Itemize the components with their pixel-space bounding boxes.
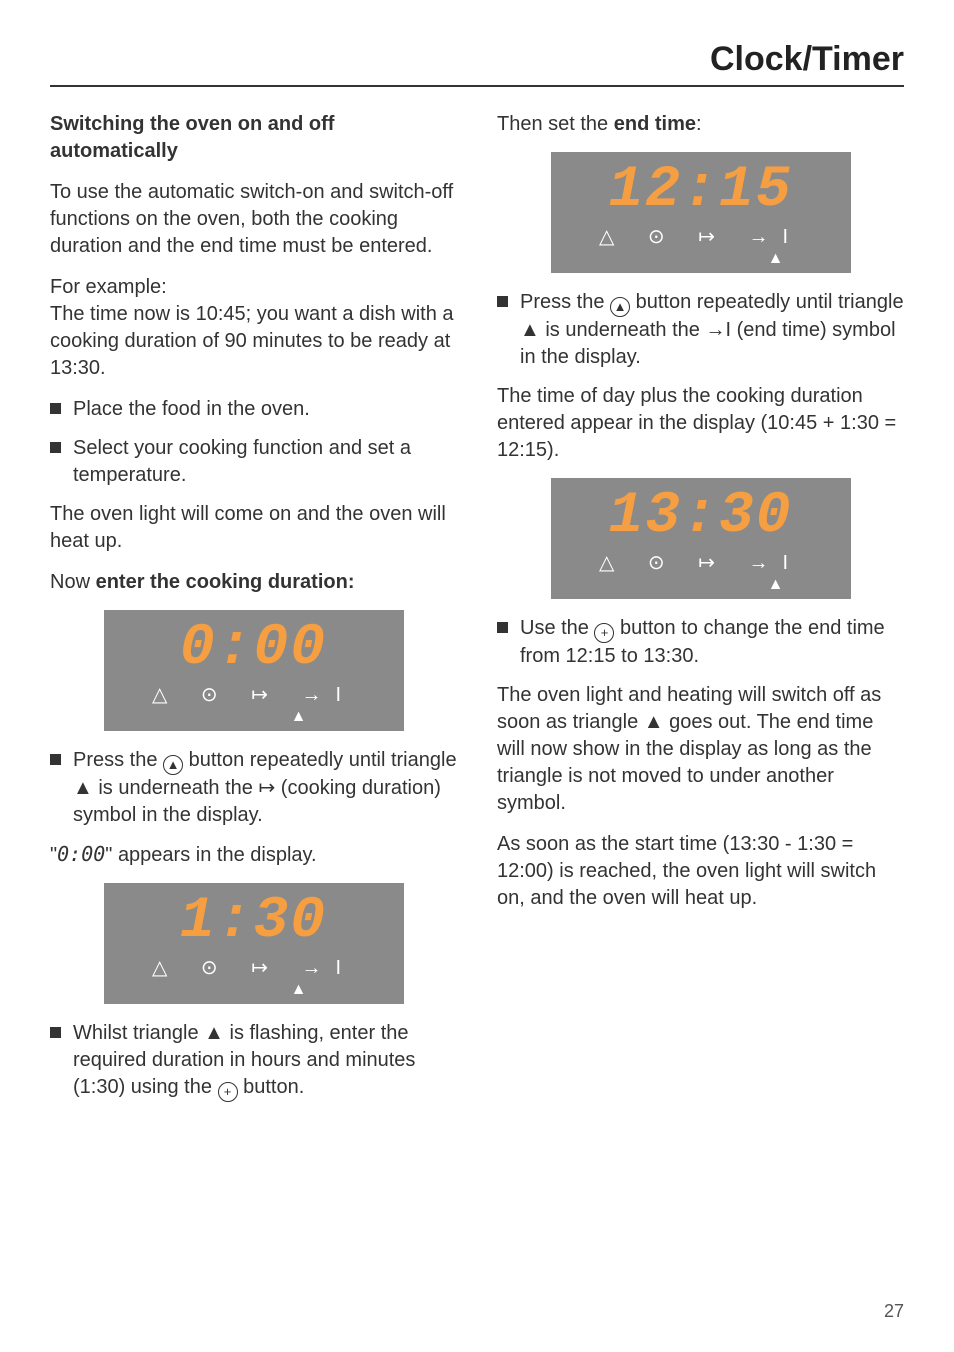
plus-circle-icon: +: [218, 1082, 238, 1102]
square-bullet-icon: [497, 622, 508, 633]
square-bullet-icon: [50, 1027, 61, 1038]
two-column-layout: Switching the oven on and off automatica…: [50, 111, 904, 1114]
appears-paragraph: "0:00" appears in the display.: [50, 841, 457, 869]
start-time-paragraph: As soon as the start time (13:30 - 1:30 …: [497, 831, 904, 912]
then-set-endtime-paragraph: Then set the end time:: [497, 111, 904, 138]
inline-lcd-text: 0:00: [57, 842, 105, 866]
lcd-time: 12:15: [551, 162, 851, 220]
bold-run: end time: [614, 113, 696, 135]
page-title: Clock/Timer: [50, 40, 904, 79]
lcd-icon-row: △ ⊙ ↦ →I: [104, 955, 404, 980]
lcd-time: 13:30: [551, 488, 851, 546]
square-bullet-icon: [50, 403, 61, 414]
bullet-text: Place the food in the oven.: [73, 396, 457, 423]
left-example-paragraph: For example: The time now is 10:45; you …: [50, 274, 457, 382]
lcd-triangle-indicator: ▲: [104, 982, 404, 998]
text-run: Press the: [520, 291, 610, 313]
text-run: Then set the: [497, 113, 614, 135]
bullet-text: Press the ▲ button repeatedly until tria…: [520, 289, 904, 371]
bullet-text: Whilst triangle ▲ is flashing, enter the…: [73, 1020, 457, 1102]
left-subhead: Switching the oven on and off automatica…: [50, 111, 457, 165]
lcd-panel-duration-zero: 0:00 △ ⊙ ↦ →I ▲: [104, 610, 404, 731]
square-bullet-icon: [497, 296, 508, 307]
bullet-text: Use the + button to change the end time …: [520, 615, 904, 670]
bullet-press-up: Press the ▲ button repeatedly until tria…: [50, 747, 457, 829]
text-run: button.: [238, 1076, 305, 1098]
text-run: :: [696, 113, 702, 135]
lcd-panel-duration-set: 1:30 △ ⊙ ↦ →I ▲: [104, 883, 404, 1004]
bullet-use-plus: Use the + button to change the end time …: [497, 615, 904, 670]
plus-circle-icon: +: [594, 623, 614, 643]
page-number: 27: [884, 1301, 904, 1322]
bullet-enter-duration: Whilst triangle ▲ is flashing, enter the…: [50, 1020, 457, 1102]
bullet-press-up-endtime: Press the ▲ button repeatedly until tria…: [497, 289, 904, 371]
bullet-select-function: Select your cooking function and set a t…: [50, 435, 457, 489]
oven-off-paragraph: The oven light and heating will switch o…: [497, 682, 904, 817]
right-column: Then set the end time: 12:15 △ ⊙ ↦ →I ▲ …: [497, 111, 904, 1114]
lcd-triangle-indicator: ▲: [104, 709, 404, 725]
left-column: Switching the oven on and off automatica…: [50, 111, 457, 1114]
enter-duration-paragraph: Now enter the cooking duration:: [50, 569, 457, 596]
page-header: Clock/Timer: [50, 40, 904, 87]
example-body: The time now is 10:45; you want a dish w…: [50, 303, 454, 379]
page-root: Clock/Timer Switching the oven on and of…: [0, 0, 954, 1352]
text-run: Use the: [520, 617, 594, 639]
lcd-time: 0:00: [104, 620, 404, 678]
text-run: " appears in the display.: [105, 844, 316, 866]
lcd-triangle-indicator: ▲: [551, 577, 851, 593]
lcd-triangle-indicator: ▲: [551, 251, 851, 267]
lcd-panel-endtime-1330: 13:30 △ ⊙ ↦ →I ▲: [551, 478, 851, 599]
text-run: Press the: [73, 749, 163, 771]
lcd-panel-endtime-1215: 12:15 △ ⊙ ↦ →I ▲: [551, 152, 851, 273]
lcd-icon-row: △ ⊙ ↦ →I: [104, 682, 404, 707]
time-plus-duration-paragraph: The time of day plus the cooking duratio…: [497, 383, 904, 464]
lcd-time: 1:30: [104, 893, 404, 951]
square-bullet-icon: [50, 754, 61, 765]
lcd-icon-row: △ ⊙ ↦ →I: [551, 224, 851, 249]
bullet-text: Select your cooking function and set a t…: [73, 435, 457, 489]
square-bullet-icon: [50, 442, 61, 453]
up-circle-icon: ▲: [163, 755, 183, 775]
bullet-text: Press the ▲ button repeatedly until tria…: [73, 747, 457, 829]
lcd-icon-row: △ ⊙ ↦ →I: [551, 550, 851, 575]
up-circle-icon: ▲: [610, 297, 630, 317]
bullet-place-food: Place the food in the oven.: [50, 396, 457, 423]
left-intro-paragraph: To use the automatic switch-on and switc…: [50, 179, 457, 260]
example-label: For example:: [50, 276, 167, 298]
bold-run: enter the cooking duration:: [96, 571, 355, 593]
oven-light-paragraph: The oven light will come on and the oven…: [50, 501, 457, 555]
text-run: Now: [50, 571, 96, 593]
